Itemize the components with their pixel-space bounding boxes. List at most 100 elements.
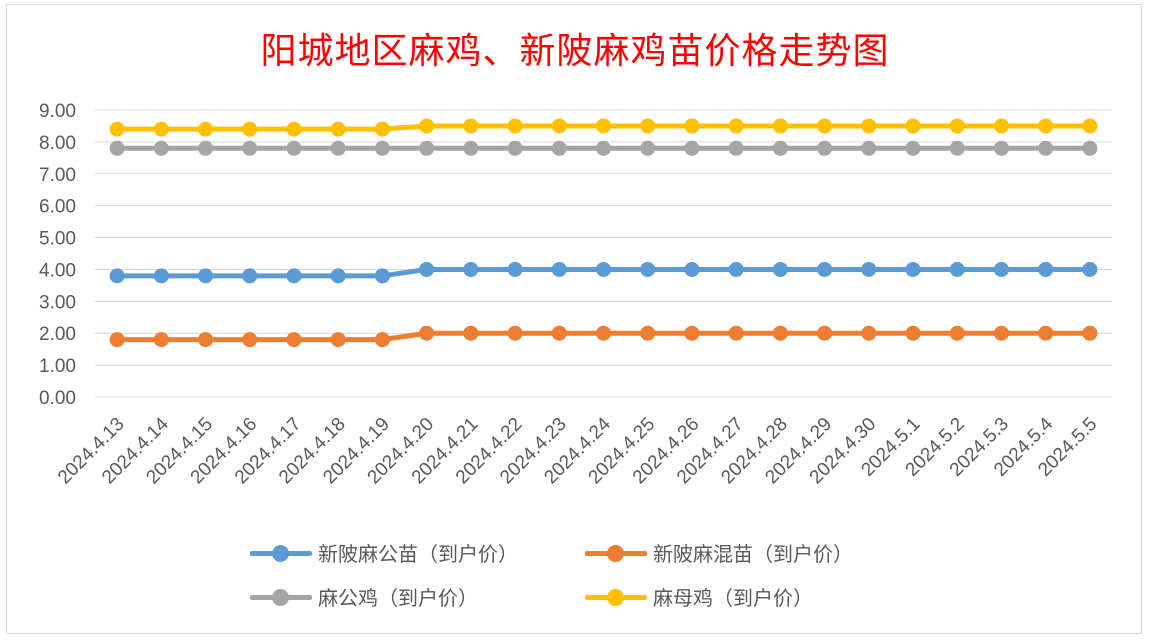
legend-item-1: 新陂麻公苗（到户价）: [250, 538, 518, 567]
data-point: [861, 118, 877, 134]
data-point: [684, 261, 700, 277]
data-point: [507, 261, 523, 277]
data-point: [1082, 118, 1098, 134]
data-point: [507, 140, 523, 156]
data-point: [1082, 140, 1098, 156]
data-point: [905, 325, 921, 341]
data-point: [993, 325, 1009, 341]
data-point: [640, 325, 656, 341]
data-point: [861, 261, 877, 277]
data-point: [1038, 118, 1054, 134]
legend-label-1: 新陂麻公苗（到户价）: [318, 542, 518, 566]
data-point: [374, 140, 390, 156]
data-point: [640, 118, 656, 134]
data-point: [153, 268, 169, 284]
data-point: [1038, 261, 1054, 277]
data-point: [374, 268, 390, 284]
y-tick-label: 7.00: [39, 165, 76, 186]
data-point: [198, 121, 214, 137]
data-point: [949, 325, 965, 341]
data-point: [330, 332, 346, 348]
data-point: [374, 332, 390, 348]
chart-frame: [6, 4, 1142, 634]
data-point: [507, 118, 523, 134]
data-point: [374, 121, 390, 137]
data-point: [684, 118, 700, 134]
data-point: [419, 140, 435, 156]
data-point: [993, 261, 1009, 277]
data-point: [286, 332, 302, 348]
data-point: [684, 140, 700, 156]
y-tick-label: 1.00: [39, 356, 76, 377]
data-point: [596, 118, 611, 134]
data-point: [861, 325, 877, 341]
data-point: [109, 140, 125, 156]
y-tick-label: 6.00: [39, 197, 76, 218]
series-points: [109, 118, 1098, 348]
data-point: [1082, 261, 1098, 277]
data-point: [1038, 140, 1054, 156]
data-point: [817, 325, 833, 341]
data-point: [772, 118, 788, 134]
y-tick-label: 0.00: [39, 388, 76, 409]
legend-label-4: 麻母鸡（到户价）: [653, 586, 813, 610]
data-point: [905, 118, 921, 134]
data-point: [772, 261, 788, 277]
data-point: [596, 261, 611, 277]
y-tick-label: 3.00: [39, 292, 76, 313]
y-tick-label: 2.00: [39, 324, 76, 345]
chart-title: 阳城地区麻鸡、新陂麻鸡苗价格走势图: [260, 31, 890, 72]
data-point: [507, 325, 523, 341]
data-point: [286, 140, 302, 156]
data-point: [596, 140, 611, 156]
data-point: [728, 118, 744, 134]
data-point: [772, 325, 788, 341]
data-point: [463, 140, 479, 156]
data-point: [286, 268, 302, 284]
data-point: [728, 261, 744, 277]
data-point: [242, 121, 258, 137]
data-point: [109, 268, 125, 284]
data-point: [1038, 325, 1054, 341]
data-point: [993, 140, 1009, 156]
data-point: [728, 140, 744, 156]
data-point: [109, 121, 125, 137]
data-point: [551, 261, 567, 277]
data-point: [596, 325, 611, 341]
data-point: [330, 268, 346, 284]
data-point: [817, 261, 833, 277]
data-point: [463, 261, 479, 277]
data-point: [684, 325, 700, 341]
legend-label-3: 麻公鸡（到户价）: [318, 586, 478, 610]
data-point: [817, 118, 833, 134]
data-point: [817, 140, 833, 156]
data-point: [905, 261, 921, 277]
data-point: [419, 261, 435, 277]
data-point: [153, 140, 169, 156]
data-point: [198, 140, 214, 156]
data-point: [993, 118, 1009, 134]
legend-swatch-4: [585, 587, 647, 607]
data-point: [330, 140, 346, 156]
data-point: [640, 140, 656, 156]
data-point: [905, 140, 921, 156]
data-point: [198, 268, 214, 284]
series-lines: [114, 123, 1093, 343]
data-point: [949, 140, 965, 156]
data-point: [242, 332, 258, 348]
data-point: [551, 140, 567, 156]
legend-item-4: 麻母鸡（到户价）: [585, 582, 813, 611]
data-point: [728, 325, 744, 341]
data-point: [419, 118, 435, 134]
data-point: [463, 325, 479, 341]
legend-item-2: 新陂麻混苗（到户价）: [585, 538, 853, 567]
y-tick-label: 5.00: [39, 229, 76, 250]
data-point: [640, 261, 656, 277]
data-point: [949, 118, 965, 134]
data-point: [153, 121, 169, 137]
data-point: [109, 332, 125, 348]
legend-label-2: 新陂麻混苗（到户价）: [653, 542, 853, 566]
x-axis-ticks: 2024.4.132024.4.142024.4.152024.4.162024…: [54, 413, 1101, 488]
data-point: [242, 268, 258, 284]
data-point: [551, 325, 567, 341]
